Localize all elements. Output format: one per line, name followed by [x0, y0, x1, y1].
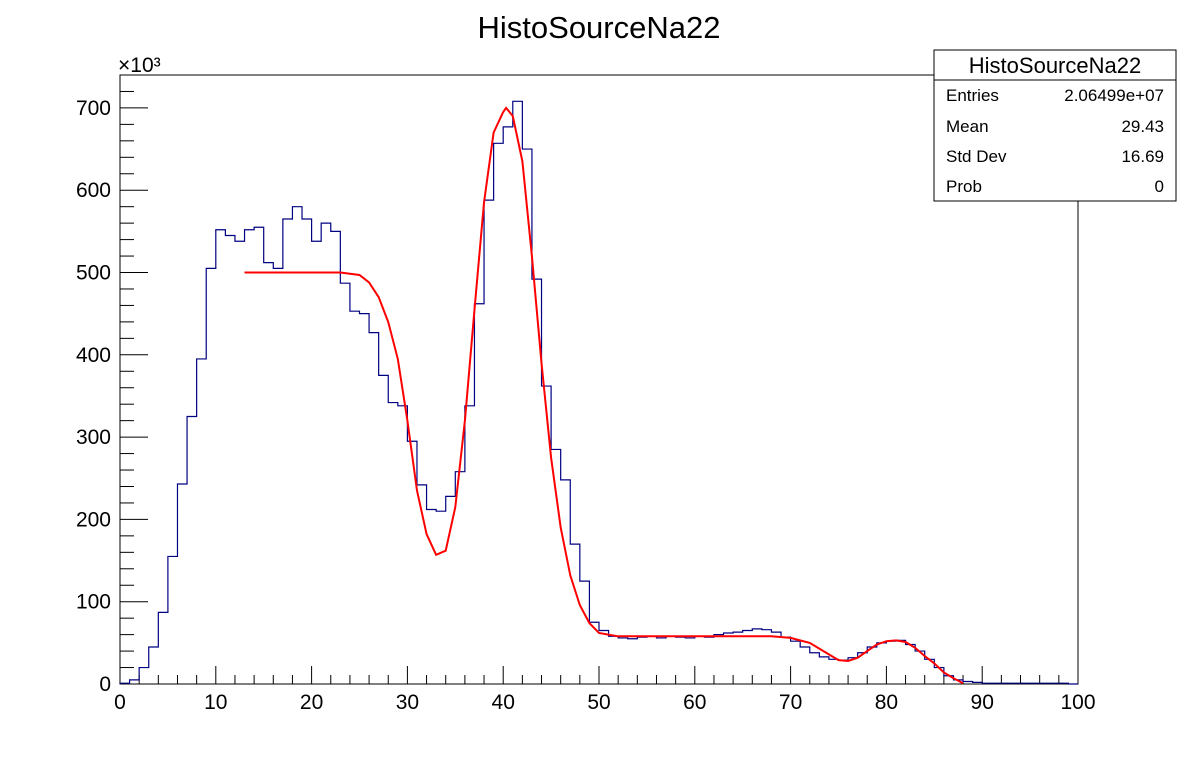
stats-mean-label: Mean: [946, 117, 989, 136]
x-tick-label: 40: [492, 691, 515, 714]
x-tick-label: 20: [300, 691, 323, 714]
stats-entries-value: 2.06499e+07: [1064, 86, 1164, 105]
y-tick-label: 300: [76, 426, 111, 449]
x-tick-label: 100: [1060, 691, 1095, 714]
stats-entries-label: Entries: [946, 86, 999, 105]
y-tick-label: 0: [99, 673, 111, 696]
y-tick-label: 100: [76, 591, 111, 614]
y-multiplier-label: ×10³: [118, 54, 161, 77]
x-tick-label: 80: [875, 691, 898, 714]
x-tick-label: 60: [683, 691, 706, 714]
x-axis: 0 10 20 30 40 50 60 70 80 90 100: [114, 666, 1096, 714]
stats-stddev-label: Std Dev: [946, 147, 1007, 166]
stats-box-title: HistoSourceNa22: [969, 53, 1141, 78]
y-axis: 0 100 200 300 400 500 600 700: [76, 74, 148, 696]
stats-prob-label: Prob: [946, 177, 982, 196]
stats-box: HistoSourceNa22 Entries 2.06499e+07 Mean…: [933, 49, 1177, 202]
stats-mean-value: 29.43: [1121, 117, 1164, 136]
x-tick-label: 0: [114, 691, 126, 714]
histogram-series: [119, 100, 1078, 685]
y-tick-label: 400: [76, 344, 111, 367]
chart-title: HistoSourceNa22: [478, 10, 721, 45]
y-tick-label: 600: [76, 179, 111, 202]
x-tick-label: 50: [587, 691, 610, 714]
stats-box-frame: [933, 49, 1177, 202]
fit-curve-series: [244, 106, 964, 685]
y-tick-label: 200: [76, 508, 111, 531]
y-tick-label: 500: [76, 262, 111, 285]
y-tick-label: 700: [76, 97, 111, 120]
x-tick-label: 70: [779, 691, 802, 714]
stats-prob-value: 0: [1155, 177, 1164, 196]
stats-stddev-value: 16.69: [1121, 147, 1164, 166]
x-tick-label: 30: [396, 691, 419, 714]
x-tick-label: 10: [204, 691, 227, 714]
x-tick-label: 90: [971, 691, 994, 714]
